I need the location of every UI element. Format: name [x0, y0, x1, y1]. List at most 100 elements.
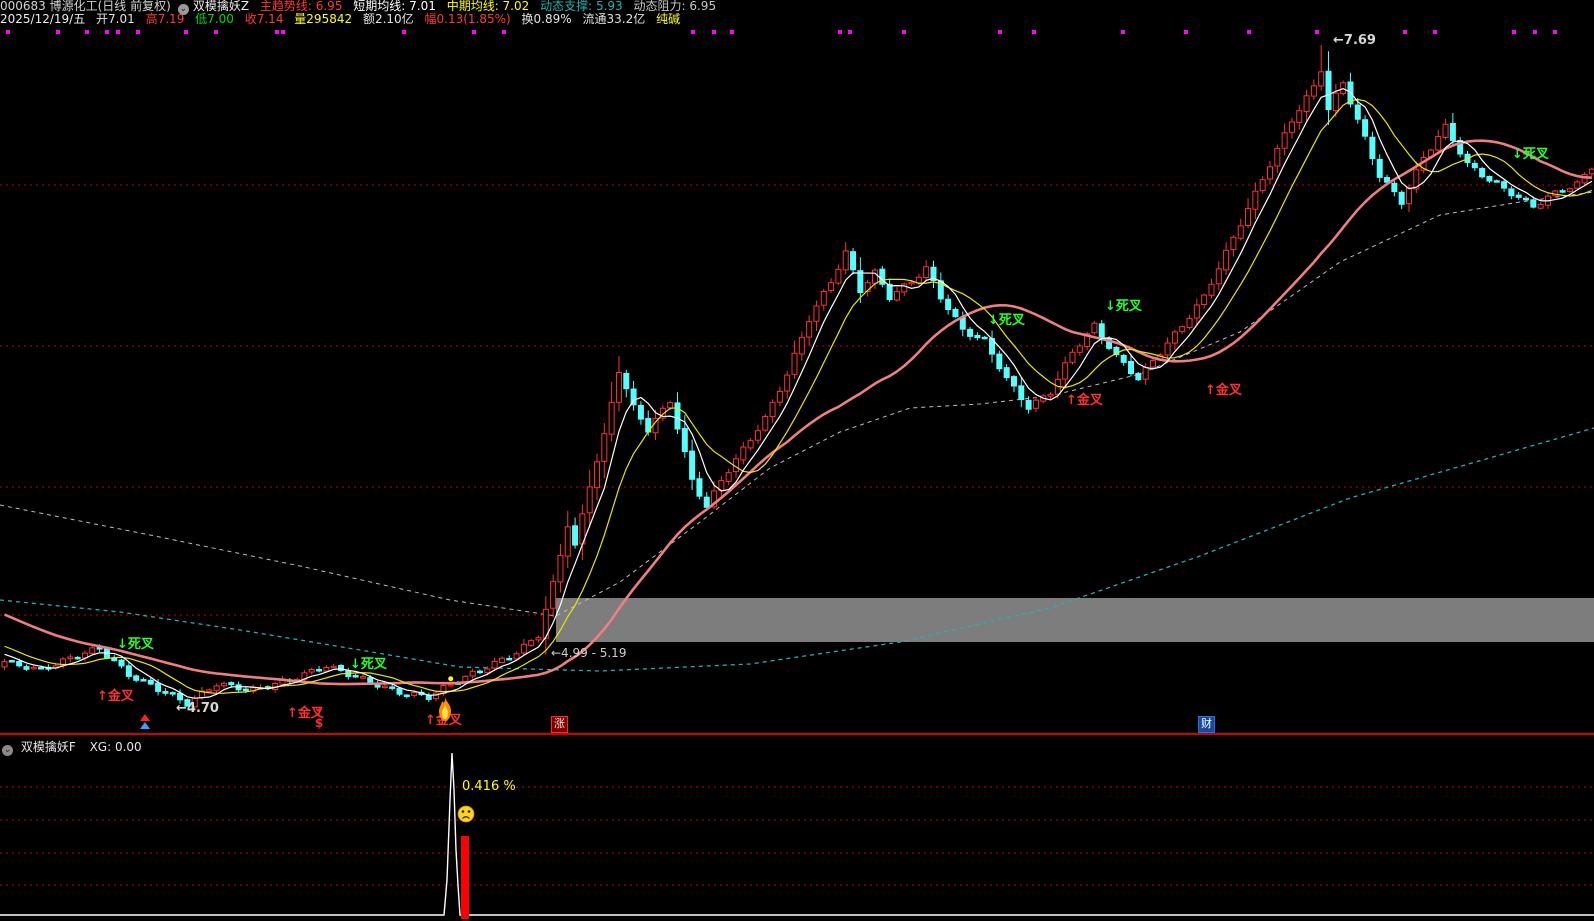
candle [915, 276, 922, 284]
candle [813, 305, 820, 322]
candle [806, 321, 813, 338]
candle [125, 665, 132, 677]
candle [133, 675, 140, 681]
event-dot [1553, 30, 1557, 34]
sad-face-icon [457, 805, 475, 823]
chart-annotation: ↑金叉 [97, 688, 135, 704]
candle [484, 668, 491, 674]
candle [67, 656, 74, 660]
candle [1186, 317, 1193, 328]
buy-signal-triangles-icon [139, 714, 151, 730]
spike-value-label: 0.416 % [462, 779, 516, 794]
candle [308, 669, 315, 673]
candle [879, 268, 886, 285]
event-dot [1433, 30, 1437, 34]
candle [1098, 323, 1105, 338]
chevron-circle-icon[interactable]: ⌄ [2, 745, 13, 756]
candle [1362, 119, 1369, 137]
candle [1515, 194, 1522, 198]
event-dot [1247, 30, 1251, 34]
candle [1062, 362, 1069, 380]
sector-tag[interactable]: 纯碱 [656, 12, 681, 26]
candle [1091, 322, 1098, 334]
candle [1084, 333, 1091, 347]
candle [996, 353, 1003, 370]
candle [1398, 191, 1405, 205]
candle [1442, 123, 1449, 138]
turnover-value: 换0.89% [521, 12, 572, 26]
signal-dot [448, 676, 454, 682]
event-dot [281, 30, 285, 34]
candle [1018, 385, 1025, 401]
candle [74, 656, 81, 660]
candle [608, 401, 615, 435]
candle [220, 682, 227, 687]
zhang-badge: 涨 [551, 716, 568, 733]
event-dot [275, 30, 279, 34]
candle [469, 670, 476, 677]
candle [162, 690, 169, 694]
chart-annotation: ↓死叉 [1105, 299, 1143, 314]
info-row-2: 2025/12/19/五 开7.01 高7.19 低7.00 收7.14 量29… [0, 13, 1594, 26]
candle [1003, 367, 1010, 379]
event-dot [136, 30, 140, 34]
candle [1237, 225, 1244, 239]
candle [711, 490, 718, 508]
candle [1318, 71, 1325, 87]
candle [974, 334, 981, 339]
candle [550, 581, 557, 609]
candle [952, 308, 959, 318]
candle [38, 667, 45, 670]
candle [1025, 399, 1032, 410]
candle [242, 688, 249, 692]
dollar-signal-marker: ↑ $ [312, 709, 326, 730]
candle [96, 647, 103, 650]
candle [615, 371, 622, 403]
event-dot [472, 30, 476, 34]
candle [623, 372, 630, 390]
main-indicator-name[interactable]: 双模擒妖Z [192, 0, 250, 13]
event-dot [56, 30, 60, 34]
candle [381, 685, 388, 689]
candle [8, 660, 15, 663]
candle [871, 269, 878, 284]
candle [359, 676, 366, 679]
candle [228, 682, 235, 686]
candle [1201, 294, 1208, 306]
candle [1208, 283, 1215, 296]
chevron-circle-icon[interactable]: ⌄ [177, 4, 189, 15]
stock-title[interactable]: 000683 博源化工(日线 前复权) [0, 0, 171, 13]
event-dot [712, 30, 716, 34]
candle [1376, 158, 1383, 178]
candle [506, 657, 513, 661]
volume-value: 量295842 [294, 12, 353, 26]
candle [1566, 188, 1573, 193]
sub-indicator-name[interactable]: 双模擒妖F [20, 740, 76, 754]
band-range-label: ←4.99 - 5.19 [551, 646, 626, 660]
chart-annotation: ↓死叉 [1512, 147, 1550, 162]
candle [513, 653, 520, 660]
candle [1354, 104, 1361, 120]
candle [1588, 168, 1594, 175]
event-dot [402, 30, 406, 34]
candle [476, 670, 483, 674]
candle [1281, 132, 1288, 149]
candle [206, 689, 213, 692]
candle [842, 250, 849, 271]
dyn-support-value: 动态支撑: 5.93 [540, 0, 623, 13]
candle [542, 608, 549, 639]
sub-indicator-chart[interactable]: 0.416 % [0, 733, 1594, 921]
event-dot [902, 30, 906, 34]
main-trend-value: 主趋势线: 6.95 [259, 0, 343, 13]
chart-annotation: ↑金叉 [287, 705, 325, 721]
candle [1245, 208, 1252, 226]
ma-long-line [3, 139, 1592, 686]
mid-ma-value: 中期均线: 7.02 [446, 0, 530, 13]
candle [1193, 304, 1200, 319]
candle [1288, 121, 1295, 133]
main-candlestick-chart[interactable]: ↓死叉↓死叉↓死叉↓死叉↓死叉↑金叉↑金叉↑金叉↑金叉↑金叉←7.69←4.70… [0, 0, 1594, 733]
event-dot [85, 30, 89, 34]
candle [893, 291, 900, 301]
close-value: 收7.14 [244, 12, 284, 26]
candle [1449, 122, 1456, 141]
